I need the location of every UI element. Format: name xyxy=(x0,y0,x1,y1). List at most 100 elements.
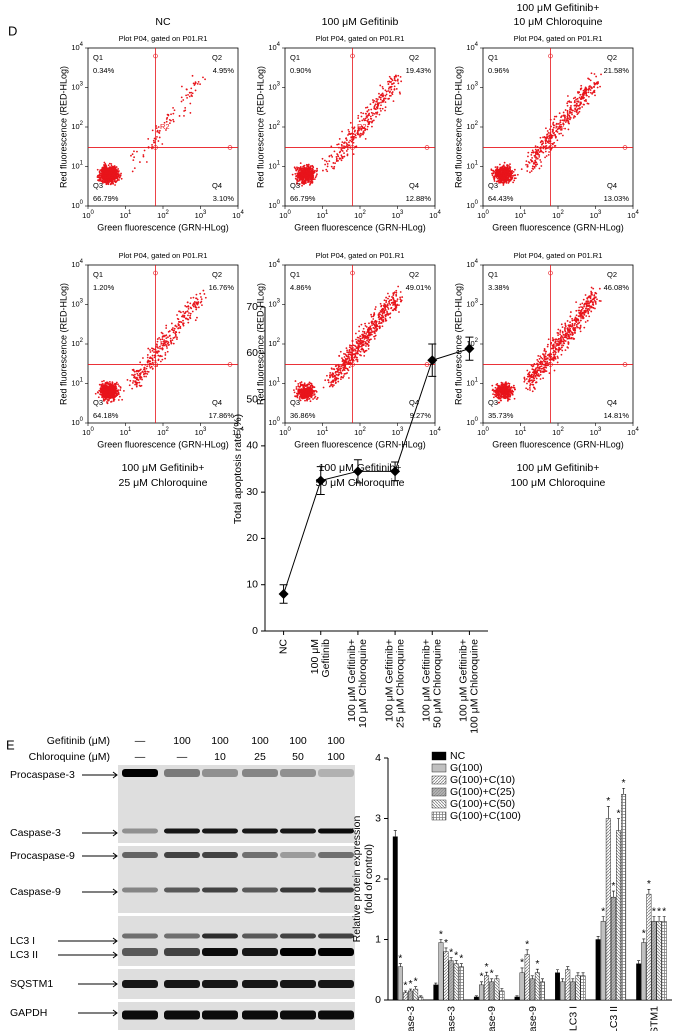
blot-band xyxy=(122,888,158,893)
bar xyxy=(403,993,408,1000)
significance-star: * xyxy=(606,795,610,807)
significance-star: * xyxy=(525,939,529,951)
bar xyxy=(495,979,500,1000)
x-tick-label: 101 xyxy=(317,427,329,437)
error-bar xyxy=(556,970,559,973)
bar xyxy=(393,837,398,1000)
x-tick-label: Gefitinib xyxy=(320,639,332,678)
blot-band xyxy=(280,852,316,858)
plot-title: NC xyxy=(155,16,171,28)
y-tick-label: 102 xyxy=(268,338,280,348)
gate-label: R2 xyxy=(357,122,367,131)
quadrant-name: Q3 xyxy=(93,181,103,190)
bar xyxy=(616,831,621,1000)
y-tick-label: 4 xyxy=(375,752,381,764)
quadrant-percent: 4.86% xyxy=(290,283,312,292)
x-tick-label: 102 xyxy=(157,210,169,220)
blot-condition-label: Chloroquine (μM) xyxy=(29,751,110,763)
bar xyxy=(515,997,520,1000)
x-tick-label: 103 xyxy=(195,210,207,220)
y-tick-label: 104 xyxy=(466,42,478,52)
gate-label: R2 xyxy=(160,339,170,348)
bar xyxy=(459,967,464,1000)
plot-caption: Plot P04, gated on P01.R1 xyxy=(119,251,208,260)
x-tick-label: 25 μM Chloroquine xyxy=(394,639,406,728)
quadrant-percent: 0.34% xyxy=(93,66,115,75)
quadrant-name: Q1 xyxy=(488,53,498,62)
scatter-dots xyxy=(491,287,601,404)
y-tick-label: 102 xyxy=(71,121,83,131)
error-bar xyxy=(541,979,544,982)
quadrant-name: Q3 xyxy=(93,398,103,407)
y-tick-label: 3 xyxy=(375,812,381,824)
flow-plot: 100 μM GefitinibPlot P04, gated on P01.R… xyxy=(255,16,441,233)
bar xyxy=(484,976,489,1000)
bar xyxy=(500,991,505,1000)
bar xyxy=(565,970,570,1000)
bar xyxy=(535,973,540,1000)
x-tick-label: 102 xyxy=(354,427,366,437)
quadrant-name: Q3 xyxy=(488,181,498,190)
band-label: LC3 II xyxy=(10,949,38,961)
band-label: Procaspase-9 xyxy=(10,850,75,862)
x-tick-label: 104 xyxy=(627,427,639,437)
plot-title: 10 μM Chloroquine xyxy=(514,16,603,28)
quadrant-name: Q4 xyxy=(607,181,617,190)
x-tick-label: Procaspase-3 xyxy=(405,1006,417,1031)
blot-band xyxy=(318,852,354,858)
x-tick-label: LC3 II xyxy=(608,1006,620,1031)
quadrant-percent: 66.79% xyxy=(93,194,119,203)
y-axis-label: Red fluorescence (RED-HLog) xyxy=(255,66,265,188)
quadrant-name: Q3 xyxy=(290,398,300,407)
plot-title: 100 μM Gefitinib+ xyxy=(517,462,600,474)
band-arrow xyxy=(78,1010,117,1016)
blot-band xyxy=(242,829,278,834)
flow-plot: 100 μM Gefitinib+25 μM ChloroquinePlot P… xyxy=(58,251,244,489)
bar xyxy=(479,985,484,1000)
y-tick-label: 102 xyxy=(268,121,280,131)
error-bar xyxy=(607,806,610,818)
bar xyxy=(576,976,581,1000)
quadrant-percent: 12.88% xyxy=(406,194,432,203)
legend-label: G(100)+C(100) xyxy=(450,810,521,822)
y-tick-label: 0 xyxy=(375,994,381,1006)
significance-star: * xyxy=(485,961,489,973)
blot-band xyxy=(122,948,158,956)
quadrant-name: Q1 xyxy=(290,53,300,62)
quadrant-percent: 35.73% xyxy=(488,411,514,420)
error-bar xyxy=(566,967,569,970)
blot-band xyxy=(280,888,316,893)
legend-swatch xyxy=(432,788,446,796)
x-tick-label: 100 xyxy=(82,210,94,220)
blot-band xyxy=(164,888,200,893)
band-arrow xyxy=(82,830,117,836)
significance-star: * xyxy=(535,958,539,970)
blot-band xyxy=(280,980,316,988)
quadrant-name: Q1 xyxy=(290,270,300,279)
blot-membrane xyxy=(118,916,355,966)
error-bar xyxy=(637,961,640,964)
y-tick-label: 50 xyxy=(246,393,258,405)
quadrant-percent: 19.43% xyxy=(406,66,432,75)
x-tick-label: 104 xyxy=(232,210,244,220)
blot-band xyxy=(164,829,200,834)
y-axis-label: Red fluorescence (RED-HLog) xyxy=(58,283,68,405)
y-tick-label: 103 xyxy=(268,298,280,308)
blot-condition-value: 100 xyxy=(289,735,307,747)
y-axis-label: Red fluorescence (RED-HLog) xyxy=(58,66,68,188)
y-tick-label: 101 xyxy=(268,160,280,170)
x-tick-label: 104 xyxy=(429,427,441,437)
bar xyxy=(408,991,413,1000)
legend-label: G(100)+C(50) xyxy=(450,798,515,810)
y-tick-label: 100 xyxy=(71,200,83,210)
blot-band xyxy=(318,1011,354,1020)
y-tick-label: 100 xyxy=(466,200,478,210)
quadrant-percent: 0.90% xyxy=(290,66,312,75)
significance-star: * xyxy=(414,975,418,987)
plot-caption: Plot P04, gated on P01.R1 xyxy=(316,251,405,260)
quadrant-percent: 3.10% xyxy=(213,194,235,203)
blot-band xyxy=(164,769,200,777)
quadrant-name: Q2 xyxy=(607,53,617,62)
x-tick-label: 103 xyxy=(392,427,404,437)
blot-band xyxy=(318,934,354,939)
